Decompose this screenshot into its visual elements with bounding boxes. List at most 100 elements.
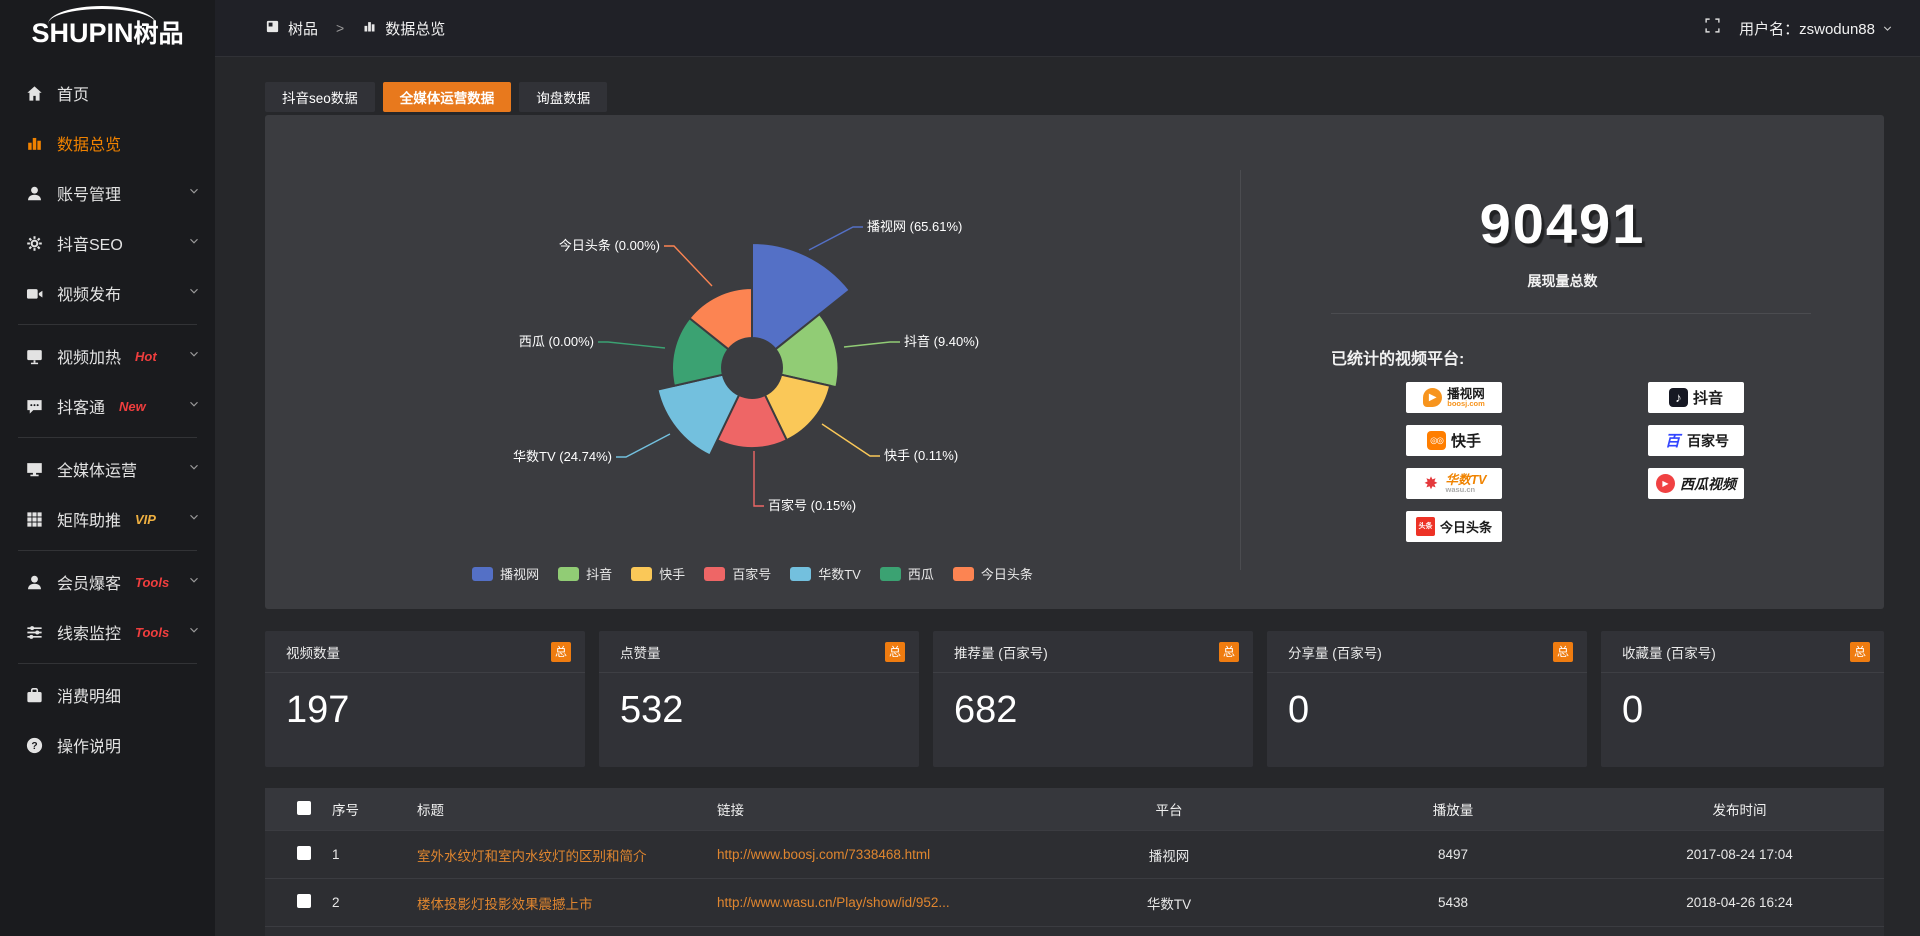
- help-icon: ?: [25, 736, 44, 755]
- username-label: 用户名：zswodun88: [1739, 20, 1875, 38]
- legend-item-4[interactable]: 百家号: [704, 564, 771, 583]
- stat-card-3: 推荐量 (百家号) 总 682: [933, 631, 1253, 767]
- horizontal-divider: [1331, 313, 1811, 314]
- sidebar-item-label: 线索监控: [57, 626, 122, 643]
- sidebar-item-operation-guide[interactable]: ? 操作说明: [0, 720, 215, 770]
- fullscreen-icon[interactable]: [1704, 17, 1721, 39]
- pie-slice-1[interactable]: [751, 241, 852, 351]
- sidebar-item-label: 会员爆客: [57, 576, 122, 593]
- sidebar-item-label: 视频发布: [57, 287, 122, 304]
- stat-cards: 视频数量总 197 点赞量总 532 推荐量 (百家号) 总 682 分享量 (百家号) 总 0 收…: [265, 631, 1884, 767]
- legend-item-3[interactable]: 快手: [631, 564, 685, 583]
- topbar-right: 用户名：zswodun88: [1704, 17, 1894, 39]
- sidebar-item-clue-monitor[interactable]: 线索监控 Tools: [0, 607, 215, 657]
- sidebar-item-label: 抖客通: [57, 400, 106, 417]
- user-menu[interactable]: 用户名：zswodun88: [1739, 18, 1894, 39]
- stat-card-header: 点赞量 总: [599, 631, 919, 673]
- legend-label: 播视网: [500, 567, 540, 582]
- pie-slice-2[interactable]: [774, 312, 840, 389]
- baijiahao-logo-icon: 百: [1664, 433, 1680, 450]
- column-header-6: 发布时间: [1712, 803, 1767, 818]
- stat-card-header: 收藏量 (百家号) 总: [1601, 631, 1884, 673]
- chevron-down-icon: [187, 397, 201, 416]
- row-time: 2018-04-26 16:24: [1686, 895, 1793, 910]
- pie-slice-5[interactable]: [656, 373, 741, 457]
- tab-media-operation-data[interactable]: 全媒体运营数据: [382, 82, 512, 112]
- stat-card-title: 分享量 (百家号): [1288, 645, 1382, 661]
- stat-card-title: 推荐量 (百家号): [954, 645, 1048, 661]
- sidebar-item-douyin-seo[interactable]: 抖音SEO: [0, 218, 215, 268]
- expense-icon: [25, 686, 44, 705]
- pie-label-line: [843, 341, 900, 348]
- stat-card-header: 分享量 (百家号) 总: [1267, 631, 1587, 673]
- sidebar-item-expense-detail[interactable]: 消费明细: [0, 670, 215, 720]
- stat-card-2: 点赞量 总 532: [599, 631, 919, 767]
- rose-chart: 播视网 (65.61%) 抖音 (9.40%) 快手 (0.11%) 百家号 (0.1…: [265, 115, 1240, 609]
- legend-item-6[interactable]: 西瓜: [879, 564, 934, 583]
- row-checkbox[interactable]: [297, 846, 311, 860]
- row-link[interactable]: http://www.boosj.com/7338468.html: [717, 847, 931, 862]
- breadcrumb-item-current[interactable]: 数据总览: [385, 20, 446, 38]
- sidebar-item-video-heat[interactable]: 视频加热 Hot: [0, 331, 215, 381]
- stat-card-header: 视频数量 总: [265, 631, 585, 673]
- boosj-play-icon: ▶: [1423, 388, 1443, 407]
- sidebar-item-label: 矩阵助推: [57, 513, 122, 530]
- stat-card-value: 532: [620, 689, 684, 731]
- platform-logo-toutiao: 头条 今日头条: [1406, 511, 1502, 542]
- sidebar-item-media-operation[interactable]: 全媒体运营: [0, 444, 215, 494]
- row-title[interactable]: 室外水纹灯和室内水纹灯的区别和简介: [417, 848, 647, 864]
- column-header-3: 链接: [717, 803, 744, 818]
- sidebar-item-doukeTong[interactable]: 抖客通 New: [0, 381, 215, 431]
- row-title[interactable]: 楼体投影灯投影效果震撼上市: [417, 896, 593, 912]
- table-row-partial: [265, 926, 1884, 936]
- platform-logo-baijiahao: 百百家号: [1648, 425, 1744, 456]
- vertical-divider: [1240, 170, 1241, 570]
- total-badge: 总: [1850, 641, 1870, 662]
- legend-item-7[interactable]: 今日头条: [952, 564, 1033, 583]
- pie-slice-3[interactable]: [763, 373, 832, 442]
- sidebar-item-matrix-boost[interactable]: 矩阵助推 VIP: [0, 494, 215, 544]
- legend-item-5[interactable]: 华数TV: [790, 564, 861, 583]
- chevron-down-icon: [187, 510, 201, 529]
- sidebar-item-home[interactable]: 首页: [0, 68, 215, 118]
- sidebar-item-data-overview[interactable]: 数据总览: [0, 118, 215, 168]
- breadcrumb-item-root[interactable]: 树品: [288, 20, 319, 38]
- sidebar-item-video-publish[interactable]: 视频发布: [0, 268, 215, 318]
- chevron-down-icon: [187, 184, 201, 203]
- menu-divider: [18, 324, 197, 325]
- legend-swatch: [879, 566, 901, 581]
- stat-card-title: 点赞量: [620, 645, 661, 661]
- menu-divider: [18, 663, 197, 664]
- sidebar-item-member-baoke[interactable]: 会员爆客 Tools: [0, 557, 215, 607]
- app-icon: [265, 19, 280, 38]
- pie-label: 西瓜 (0.00%): [519, 334, 594, 349]
- row-time: 2017-08-24 17:04: [1686, 847, 1793, 862]
- row-plays: 5438: [1437, 895, 1469, 910]
- pie-label-line: [753, 451, 764, 507]
- row-checkbox[interactable]: [297, 894, 311, 908]
- sidebar-item-label: 账号管理: [57, 187, 122, 204]
- pie-label: 快手 (0.11%): [884, 448, 958, 463]
- chat-icon: [25, 397, 44, 416]
- pie-slice-7[interactable]: [688, 286, 753, 351]
- tab-inquiry-data[interactable]: 询盘数据: [519, 82, 608, 112]
- chevron-down-icon: [187, 623, 201, 642]
- grid-icon: [25, 510, 44, 529]
- legend-item-2[interactable]: 抖音: [558, 564, 612, 583]
- sidebar-item-badge: VIP: [135, 511, 156, 527]
- sidebar-item-account-manage[interactable]: 账号管理: [0, 168, 215, 218]
- table-row: 1 室外水纹灯和室内水纹灯的区别和简介 http://www.boosj.com/7…: [265, 830, 1884, 878]
- legend-item-1[interactable]: 播视网: [472, 564, 539, 583]
- pie-label-line: [821, 423, 880, 457]
- row-link[interactable]: http://www.wasu.cn/Play/show/id/952...: [717, 895, 950, 910]
- pie-label: 今日头条 (0.00%): [559, 238, 660, 253]
- legend-swatch: [631, 566, 653, 581]
- tab-douyin-seo-data[interactable]: 抖音seo数据: [265, 82, 375, 112]
- select-all-checkbox[interactable]: [297, 800, 311, 815]
- breadcrumb: 树品 > 数据总览: [265, 18, 445, 39]
- pie-slice-6[interactable]: [671, 316, 730, 387]
- sidebar-item-label: 消费明细: [57, 689, 122, 706]
- pie-slice-4[interactable]: [715, 393, 789, 450]
- legend-label: 今日头条: [980, 567, 1033, 582]
- legend-label: 快手: [659, 567, 686, 582]
